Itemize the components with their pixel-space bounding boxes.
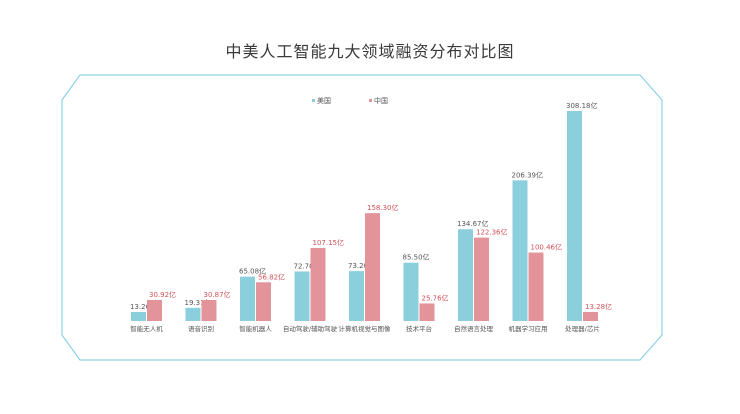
category-label-1: 语音识别 <box>188 324 214 333</box>
label-cn-0: 30.92亿 <box>149 290 176 299</box>
label-us-3: 72.70亿 <box>294 261 321 270</box>
bar-cn-5 <box>419 303 435 321</box>
legend: 美国 中国 <box>312 96 388 105</box>
bar-us-5 <box>403 262 419 321</box>
label-cn-1: 30.87亿 <box>204 290 231 299</box>
chart-title: 中美人工智能九大领域融资分布对比图 <box>225 42 515 61</box>
category-label-8: 处理器/芯片 <box>565 324 600 333</box>
label-us-4: 73.20亿 <box>348 261 375 270</box>
bar-us-0 <box>131 311 146 321</box>
label-cn-8: 13.28亿 <box>585 302 612 311</box>
category-label-0: 智能无人机 <box>130 324 163 333</box>
bar-us-6 <box>458 229 473 321</box>
legend-label-0: 美国 <box>317 96 331 105</box>
bar-cn-7 <box>528 252 544 321</box>
label-cn-6: 122.36亿 <box>476 228 508 237</box>
bar-cn-8 <box>583 311 598 321</box>
bar-cn-6 <box>474 237 489 321</box>
label-cn-7: 100.46亿 <box>531 243 563 252</box>
legend-label-1: 中国 <box>374 96 388 105</box>
chart-frame <box>61 74 663 361</box>
label-us-5: 85.50亿 <box>403 253 430 262</box>
category-label-3: 自动驾驶/辅助驾驶 <box>283 324 338 333</box>
bar-us-2 <box>240 276 255 321</box>
bar-us-1 <box>185 307 201 321</box>
category-label-5: 技术平台 <box>406 324 432 333</box>
category-label-7: 机器学习应用 <box>509 324 548 333</box>
label-cn-4: 158.30亿 <box>367 203 399 212</box>
bar-cn-0 <box>147 299 162 321</box>
label-us-2: 65.08亿 <box>239 267 266 276</box>
label-us-8: 308.18亿 <box>566 101 598 110</box>
bar-us-3 <box>294 271 310 321</box>
legend-swatch-0 <box>312 99 315 102</box>
category-labels: 智能无人机 语音识别 智能机器人 自动驾驶/辅助驾驶 计算机视觉与图像 技术平台 自然语言处… <box>130 324 600 333</box>
legend-swatch-1 <box>369 99 372 102</box>
label-us-0: 13.26亿 <box>130 302 157 311</box>
label-us-7: 206.39亿 <box>512 170 544 179</box>
bar-cn-1 <box>201 299 217 321</box>
label-cn-5: 25.76亿 <box>422 293 449 302</box>
bar-us-4 <box>349 271 364 321</box>
category-label-6: 自然语言处理 <box>454 324 494 333</box>
category-label-4: 计算机视觉与图像 <box>339 324 392 333</box>
bar-cn-4 <box>365 213 380 321</box>
label-us-6: 134.67亿 <box>457 219 489 228</box>
label-cn-2: 56.82亿 <box>258 272 285 281</box>
category-label-2: 智能机器人 <box>239 324 272 333</box>
label-us-1: 19.31亿 <box>185 298 212 307</box>
label-cn-3: 107.15亿 <box>313 238 345 247</box>
bar-us-7 <box>512 180 528 321</box>
bar-us-8 <box>567 111 582 321</box>
bar-cn-3 <box>310 247 326 321</box>
bar-cn-2 <box>256 282 271 321</box>
